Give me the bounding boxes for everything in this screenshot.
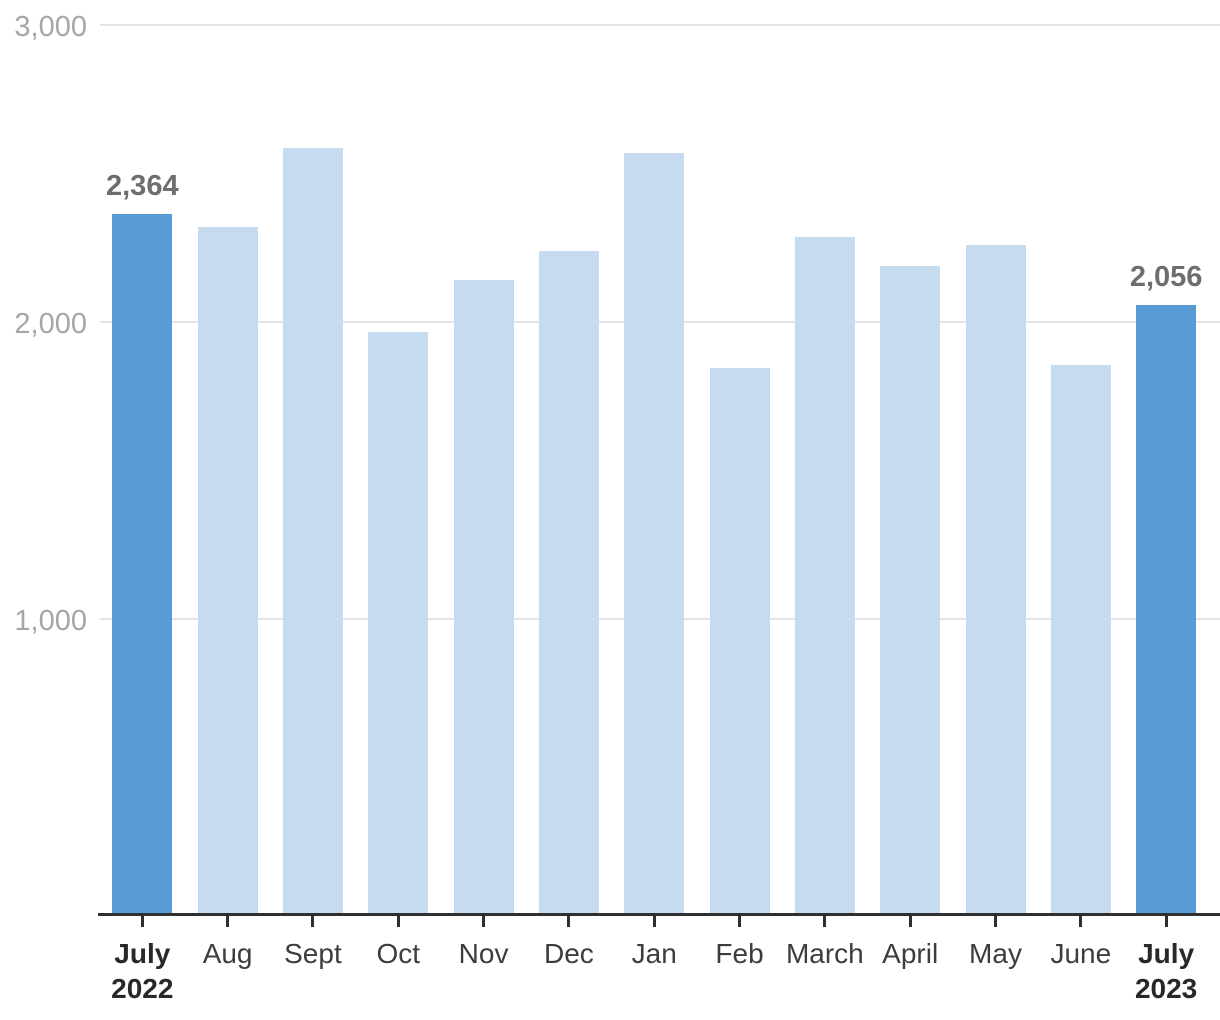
x-axis-label: June [1011,936,1151,971]
x-axis-tick [226,916,230,927]
x-axis-label-line: Sept [284,938,342,969]
x-axis-line [98,913,1220,916]
x-axis-tick [482,916,486,927]
x-axis-label: Oct [328,936,468,971]
x-axis-label-line: Aug [202,938,253,969]
gridline [100,24,1220,26]
x-axis-tick [1164,916,1168,927]
x-axis-label: Aug [158,936,298,971]
x-axis-tick [140,916,144,927]
bar [880,265,941,913]
bar [1136,305,1197,913]
x-axis-label-year: 2023 [1134,973,1198,1004]
x-axis-label-line: Feb [715,938,764,969]
bar [794,237,855,913]
x-axis-label-line: Jan [631,938,677,969]
bar [709,368,770,913]
bar [538,250,599,913]
x-axis-label-line: May [969,938,1022,969]
y-axis-label: 1,000 [14,604,87,637]
x-axis-tick [652,916,656,927]
bar-value-label: 2,056 [1129,261,1203,294]
x-axis-label: July 2023 [1096,936,1220,1006]
bar [453,280,514,913]
x-axis-label-line: Oct [376,938,421,969]
bar [965,244,1026,913]
x-axis-label-year: 2022 [111,973,174,1004]
x-axis-label: March [755,936,895,971]
bar [112,213,173,913]
x-axis-label-line: June [1050,938,1112,969]
x-axis-label-line: July [1138,938,1195,969]
x-axis-tick [908,916,912,927]
bar [1050,365,1111,913]
x-axis-label: April [840,936,980,971]
x-axis-tick [738,916,742,927]
y-axis-label: 3,000 [14,10,87,43]
x-axis-label-line: July [114,938,171,969]
x-axis-label: Feb [670,936,810,971]
x-axis-tick [1079,916,1083,927]
x-axis-label: Jan [584,936,724,971]
bar [368,332,429,913]
x-axis-tick [396,916,400,927]
x-axis-label: Dec [499,936,639,971]
x-axis-label: Nov [414,936,554,971]
x-axis-label: July 2022 [72,936,212,1006]
y-axis-label: 2,000 [14,307,87,340]
bar [282,148,343,913]
x-axis-tick [823,916,827,927]
x-axis-tick [994,916,997,927]
x-axis-tick [567,916,571,927]
x-axis-label: May [926,936,1066,971]
x-axis-label-line: Dec [543,938,594,969]
x-axis-label-line: Nov [458,938,509,969]
bar [197,226,258,913]
x-axis-label-line: April [882,938,939,969]
x-axis-label-line: March [785,938,864,969]
x-axis-label: Sept [243,936,383,971]
bar [624,152,685,913]
x-axis-tick [311,916,315,927]
bar-value-label: 2,364 [106,169,179,202]
